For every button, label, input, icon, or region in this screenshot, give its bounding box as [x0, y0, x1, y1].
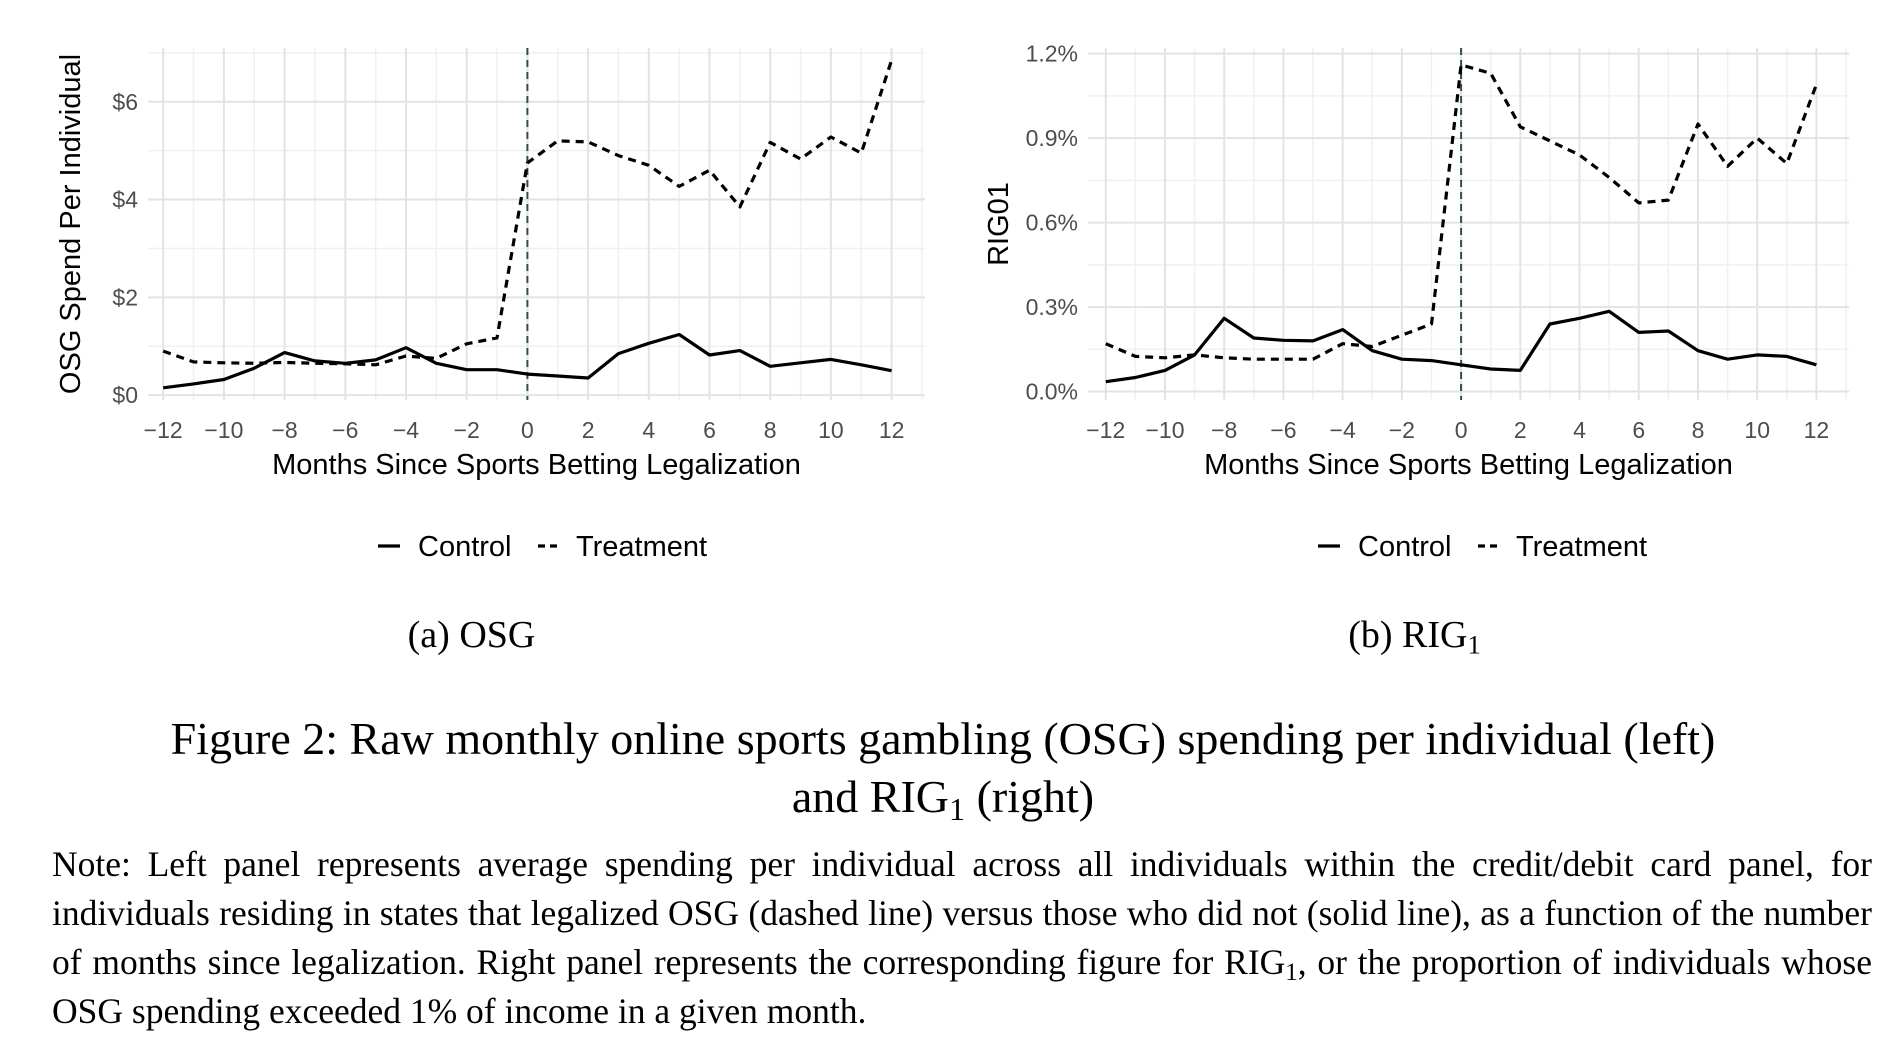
y-tick-labels: $0 $2 $4 $6: [112, 89, 138, 408]
note-text-post: , or the proportion of individuals whose…: [52, 942, 1872, 1031]
y-tick-label: 0.3%: [1026, 294, 1078, 320]
x-tick-label: 0: [1455, 417, 1468, 443]
chart-panel-rig: −12 −10 −8 −6 −4 −2 0 2 4 6 8 10 12 0.0% 0.3% 0.6% 0.9% 1…: [943, 0, 1886, 660]
caption-line2-pre: and RIG: [791, 771, 950, 822]
x-tick-label: −4: [1330, 417, 1356, 443]
x-tick-label: −8: [271, 417, 297, 443]
x-tick-label: 10: [818, 417, 844, 443]
x-tick-label: 4: [642, 417, 655, 443]
series-line-treatment: [162, 59, 894, 367]
x-tick-label: −8: [1211, 417, 1237, 443]
figure-caption-line1: Figure 2: Raw monthly online sports gamb…: [170, 713, 1716, 764]
figure-caption-line2: and RIG1 (right): [40, 768, 1846, 826]
x-tick-label: −4: [393, 417, 419, 443]
x-tick-label: 8: [1692, 417, 1705, 443]
series-line-treatment: [1105, 63, 1818, 361]
series-line-control: [162, 332, 892, 390]
x-tick-label: 6: [1632, 417, 1645, 443]
y-axis-title: RIG01: [983, 182, 1015, 266]
x-tick-label: 12: [879, 417, 905, 443]
legend: Control Treatment: [378, 531, 707, 563]
x-tick-label: −2: [454, 417, 480, 443]
panel-b-label-sub: 1: [1467, 629, 1481, 660]
legend: Control Treatment: [1318, 531, 1647, 563]
series-line-control: [1105, 309, 1817, 384]
x-axis-title: Months Since Sports Betting Legalization: [1204, 449, 1733, 481]
x-tick-label: −10: [1145, 417, 1184, 443]
legend-label-control: Control: [418, 531, 512, 563]
panel-b-label: (b) RIG1: [943, 613, 1886, 660]
y-tick-label: $4: [112, 187, 138, 213]
x-tick-label: −12: [144, 417, 183, 443]
gridlines-major: [1088, 48, 1849, 400]
x-tick-label: 12: [1804, 417, 1830, 443]
rig-chart: −12 −10 −8 −6 −4 −2 0 2 4 6 8 10 12 0.0% 0.3% 0.6% 0.9% 1…: [983, 41, 1849, 563]
y-tick-label: $0: [112, 382, 138, 408]
legend-label-control: Control: [1358, 531, 1452, 563]
caption-line2-sub: 1: [949, 791, 966, 828]
note-text-pre: Note: Left panel represents average spen…: [52, 844, 1872, 982]
panel-a-label: (a) OSG: [407, 614, 536, 656]
x-tick-label: −6: [332, 417, 358, 443]
chart-panel-osg: −12 −10 −8 −6 −4 −2 0 2 4 6 8 10 12 $0 $2 $4 $6 Months Si…: [0, 0, 943, 660]
x-tick-label: 4: [1573, 417, 1586, 443]
x-tick-label: 2: [1514, 417, 1527, 443]
gridlines-minor: [148, 48, 925, 400]
x-tick-label: −2: [1389, 417, 1415, 443]
y-tick-label: 0.6%: [1026, 210, 1078, 236]
y-tick-label: 0.9%: [1026, 125, 1078, 151]
legend-label-treatment: Treatment: [576, 531, 707, 563]
figure-note: Note: Left panel represents average spen…: [52, 840, 1872, 1036]
y-axis-title: OSG Spend Per Individual: [55, 54, 87, 394]
y-tick-label: $2: [112, 284, 138, 310]
x-tick-labels: −12 −10 −8 −6 −4 −2 0 2 4 6 8 10 12: [144, 417, 905, 443]
x-tick-label: 8: [764, 417, 777, 443]
gridlines-major: [148, 48, 925, 400]
legend-label-treatment: Treatment: [1516, 531, 1647, 563]
x-tick-label: 2: [582, 417, 595, 443]
y-tick-labels: 0.0% 0.3% 0.6% 0.9% 1.2%: [1026, 41, 1078, 405]
figure-caption: Figure 2: Raw monthly online sports gamb…: [40, 710, 1846, 826]
x-tick-labels: −12 −10 −8 −6 −4 −2 0 2 4 6 8 10 12: [1086, 417, 1829, 443]
x-tick-label: 0: [521, 417, 534, 443]
x-tick-label: 6: [703, 417, 716, 443]
osg-chart: −12 −10 −8 −6 −4 −2 0 2 4 6 8 10 12 $0 $2 $4 $6 Months Si…: [55, 48, 925, 563]
x-tick-label: −12: [1086, 417, 1125, 443]
x-axis-title: Months Since Sports Betting Legalization: [272, 449, 801, 481]
x-tick-label: −10: [204, 417, 243, 443]
y-tick-label: 0.0%: [1026, 379, 1078, 405]
y-tick-label: 1.2%: [1026, 41, 1078, 67]
caption-line2-post: (right): [965, 771, 1095, 822]
panel-b-label-main: (b) RIG: [1348, 614, 1468, 656]
gridlines-minor: [1088, 48, 1849, 400]
x-tick-label: −6: [1270, 417, 1296, 443]
x-tick-label: 10: [1744, 417, 1770, 443]
note-text-sub: 1: [1285, 959, 1298, 987]
y-tick-label: $6: [112, 89, 138, 115]
